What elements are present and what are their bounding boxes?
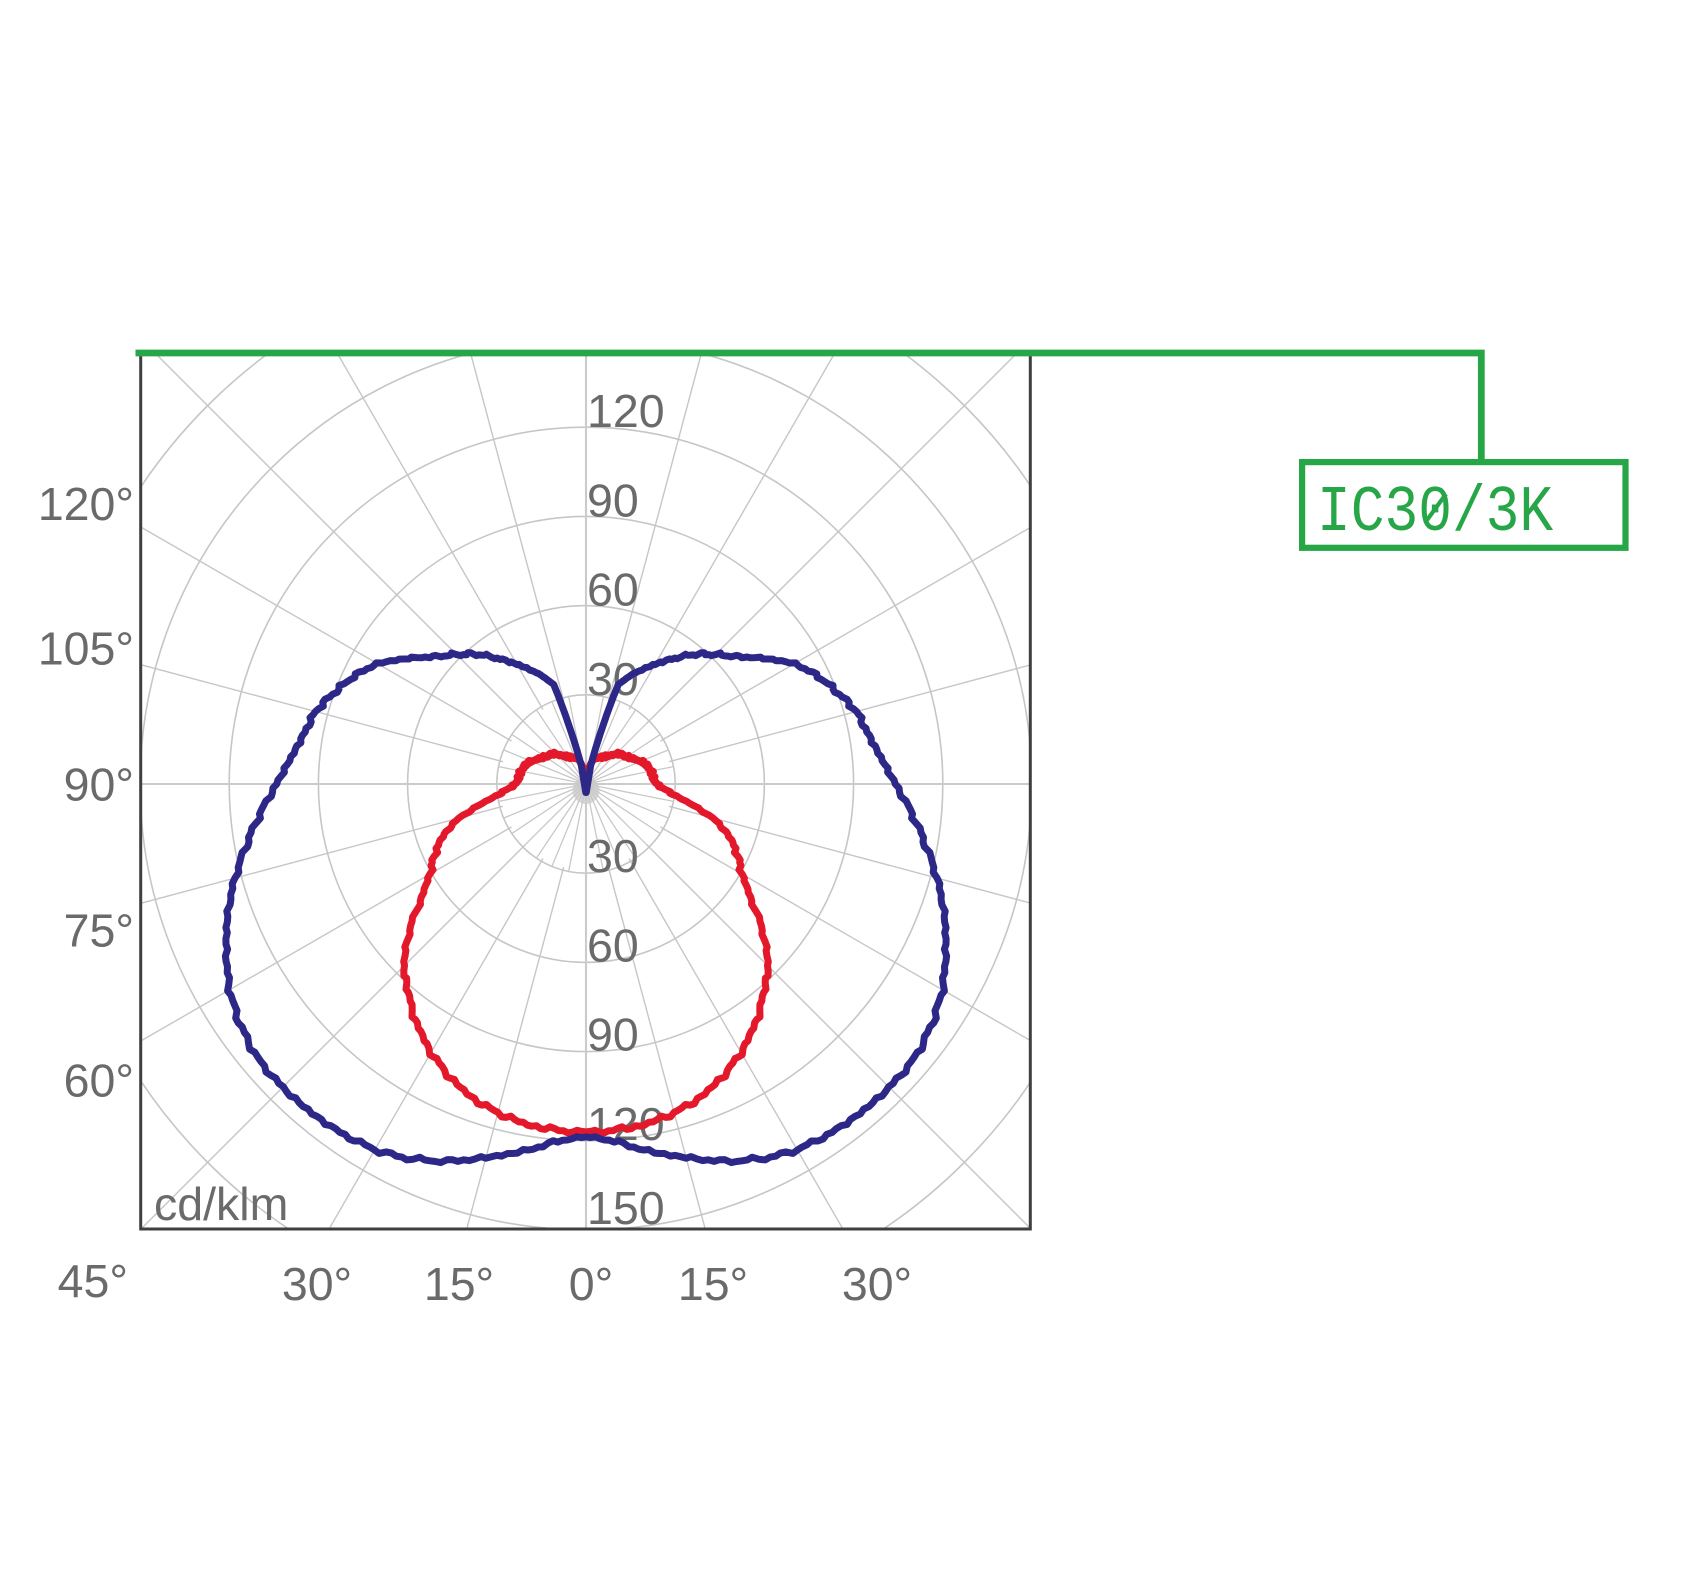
svg-text:30°: 30°	[842, 1258, 912, 1310]
svg-text:60: 60	[587, 564, 639, 616]
svg-text:30: 30	[587, 830, 639, 882]
svg-text:15°: 15°	[424, 1258, 494, 1310]
svg-text:0°: 0°	[569, 1258, 613, 1310]
svg-text:75°: 75°	[64, 905, 134, 957]
svg-text:90°: 90°	[64, 759, 134, 811]
svg-text:150: 150	[587, 1182, 665, 1234]
svg-text:60: 60	[587, 919, 639, 971]
svg-text:cd/klm: cd/klm	[154, 1178, 288, 1230]
svg-text:90: 90	[587, 1009, 639, 1061]
svg-text:60°: 60°	[64, 1055, 134, 1107]
svg-text:105°: 105°	[38, 623, 134, 675]
svg-text:120: 120	[587, 385, 665, 437]
svg-text:45°: 45°	[58, 1255, 128, 1307]
svg-text:120°: 120°	[38, 478, 134, 530]
svg-text:IC30/3K: IC30/3K	[1317, 477, 1554, 551]
svg-text:30°: 30°	[282, 1258, 352, 1310]
svg-text:15°: 15°	[678, 1258, 748, 1310]
svg-text:90: 90	[587, 474, 639, 526]
